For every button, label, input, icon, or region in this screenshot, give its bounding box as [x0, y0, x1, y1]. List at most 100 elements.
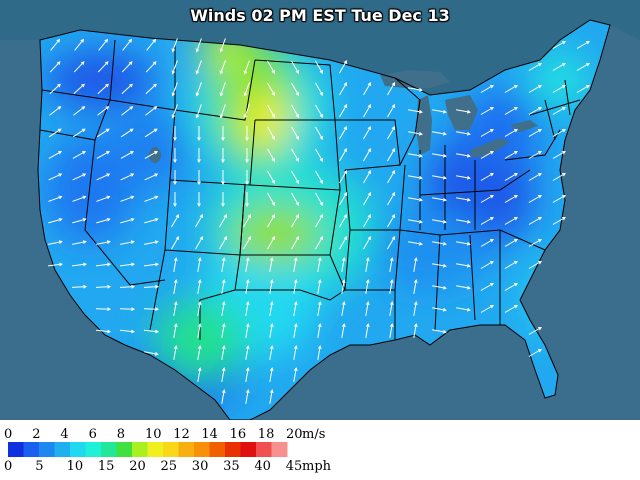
- wind-arrow-shaft: [432, 131, 446, 135]
- wind-arrow-head: [389, 301, 394, 306]
- legend-ms-label: 6: [88, 427, 97, 442]
- wind-arrow-shaft: [197, 302, 201, 316]
- wind-arrow-head: [154, 173, 159, 177]
- wind-arrow-shaft: [49, 106, 61, 116]
- wind-arrow-head: [317, 323, 322, 328]
- wind-arrow-head: [155, 307, 160, 312]
- wind-arrow-head: [343, 214, 348, 218]
- wind-arrow-shaft: [456, 153, 470, 157]
- wind-arrow-shaft: [408, 109, 422, 113]
- wind-arrow-head: [418, 219, 423, 224]
- wind-arrow-head: [538, 150, 542, 155]
- wind-arrow-shaft: [339, 126, 347, 140]
- wind-arrow-head: [538, 348, 542, 353]
- wind-arrow-head: [82, 151, 87, 155]
- wind-arrow-shaft: [219, 214, 227, 228]
- wind-arrow-head: [466, 285, 471, 290]
- wind-arrow-shaft: [220, 38, 226, 52]
- wind-arrow-head: [197, 181, 201, 186]
- wind-arrow-head: [154, 151, 159, 155]
- wind-arrow-head: [104, 38, 109, 43]
- wind-arrow-head: [293, 279, 298, 284]
- wind-arrow-head: [154, 195, 159, 200]
- wind-arrow-shaft: [145, 61, 157, 73]
- legend-ms-label: 12: [173, 427, 190, 442]
- wind-arrow-head: [173, 137, 177, 142]
- wind-arrow-head: [490, 260, 494, 265]
- wind-arrow-shaft: [576, 63, 590, 71]
- wind-arrow-shaft: [363, 148, 371, 162]
- wind-arrow-head: [319, 92, 324, 96]
- wind-arrow-shaft: [72, 173, 86, 181]
- wind-arrow-head: [269, 279, 274, 284]
- wind-arrow-head: [154, 217, 159, 222]
- wind-arrow-head: [317, 257, 322, 262]
- wind-arrow-head: [317, 279, 322, 284]
- wind-arrow-head: [245, 257, 250, 262]
- wind-arrow-shaft: [172, 104, 178, 118]
- wind-arrow-shaft: [243, 236, 251, 250]
- wind-arrow-shaft: [504, 129, 518, 137]
- wind-arrow-shaft: [317, 280, 321, 294]
- wind-arrow-shaft: [291, 82, 299, 96]
- wind-arrow-shaft: [387, 104, 395, 118]
- wind-arrow-head: [271, 180, 276, 184]
- wind-arrow-head: [413, 257, 418, 262]
- wind-arrow-head: [367, 148, 372, 152]
- wind-arrow-shaft: [317, 302, 321, 316]
- wind-arrow-shaft: [456, 219, 470, 223]
- wind-arrow-shaft: [146, 39, 156, 51]
- wind-arrow-shaft: [552, 85, 566, 93]
- legend-swatch: [39, 442, 55, 457]
- wind-arrow-head: [131, 307, 136, 312]
- wind-arrow-head: [341, 301, 346, 306]
- wind-arrow-shaft: [456, 285, 470, 289]
- wind-arrow-shaft: [456, 175, 470, 179]
- wind-arrow-shaft: [291, 214, 299, 228]
- wind-arrow-head: [490, 216, 494, 221]
- wind-arrow-shaft: [293, 280, 297, 294]
- wind-arrow-shaft: [504, 217, 518, 225]
- wind-arrow-shaft: [98, 39, 108, 51]
- wind-arrow-head: [391, 82, 396, 86]
- wind-arrow-head: [153, 128, 158, 133]
- legend-ms-label: 8: [116, 427, 126, 442]
- wind-arrow-head: [57, 83, 61, 88]
- wind-arrow-head: [171, 48, 176, 53]
- legend-swatch: [70, 442, 86, 457]
- wind-arrow-shaft: [220, 60, 226, 74]
- wind-arrow-head: [365, 323, 370, 328]
- wind-arrow-head: [199, 214, 204, 218]
- wind-arrow-head: [130, 195, 135, 200]
- wind-arrow-head: [82, 262, 87, 267]
- wind-arrow-shaft: [315, 214, 323, 228]
- wind-arrow-shaft: [48, 128, 62, 138]
- wind-arrow-shaft: [291, 236, 299, 250]
- legend-mph-unit: mph: [302, 459, 332, 474]
- wind-arrow-shaft: [528, 195, 542, 203]
- wind-arrow-shaft: [456, 307, 470, 311]
- wind-arrow-shaft: [143, 263, 159, 267]
- legend-mph-label: 25: [160, 459, 178, 474]
- wind-arrow-head: [418, 153, 423, 158]
- wind-arrow-head: [245, 301, 250, 306]
- wind-arrow-head: [154, 352, 159, 356]
- wind-arrow-head: [245, 203, 249, 208]
- wind-arrow-head: [343, 60, 348, 64]
- wind-arrow-head: [367, 170, 372, 174]
- wind-arrow-head: [197, 301, 202, 306]
- wind-arrow-head: [197, 345, 202, 350]
- wind-arrow-shaft: [413, 280, 417, 294]
- wind-arrow-shaft: [480, 305, 494, 313]
- wind-arrow-shaft: [552, 173, 566, 181]
- wind-arrow-head: [365, 301, 370, 306]
- wind-arrow-shaft: [408, 131, 422, 135]
- wind-arrow-shaft: [456, 263, 470, 267]
- wind-arrow-shaft: [144, 173, 158, 181]
- wind-arrow-head: [171, 114, 176, 119]
- wind-arrow-shaft: [432, 307, 446, 311]
- wind-arrow-shaft: [528, 261, 542, 269]
- wind-arrow-shaft: [74, 39, 84, 51]
- wind-arrow-shaft: [197, 346, 201, 360]
- wind-arrow-head: [195, 70, 200, 75]
